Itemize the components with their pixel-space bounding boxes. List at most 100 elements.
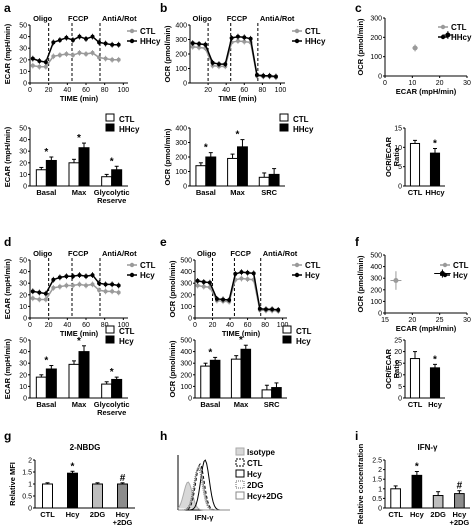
x-tick-label: 60 xyxy=(244,322,252,329)
panel-label-c: c xyxy=(355,1,362,15)
panel-label-a: a xyxy=(4,1,11,15)
legend-swatch xyxy=(105,325,115,334)
y-tick-label: 20 xyxy=(19,160,27,167)
category-label-line: Hcy xyxy=(428,400,443,409)
data-point xyxy=(239,270,244,275)
chart-e_top: Oligo FCCP AntiA/Rot 0 100 200 300 400 500 0 20 40 6… xyxy=(168,249,321,338)
category-label: Basal xyxy=(196,188,216,197)
category-label-line: CTL xyxy=(408,400,423,409)
data-point xyxy=(110,289,115,294)
injection-label: FCCP xyxy=(230,249,250,258)
bar-ctl xyxy=(35,376,47,399)
data-point xyxy=(77,34,82,39)
category-label-line: Basal xyxy=(196,188,216,197)
legend-label: CTL xyxy=(140,27,156,36)
y-tick-label: 10 xyxy=(19,384,27,391)
bar-ctl xyxy=(230,358,242,399)
data-point xyxy=(37,290,42,295)
data-point xyxy=(116,283,121,288)
bar-value xyxy=(454,493,465,509)
category-label-line: Basal xyxy=(36,400,56,409)
y-tick-label: 500 xyxy=(370,253,382,260)
y-tick-label: 200 xyxy=(180,292,192,299)
y-tick-label: 20 xyxy=(19,372,27,379)
y-axis-label-line: OCR (pmol/min) xyxy=(356,255,365,313)
legend-swatch xyxy=(282,335,292,344)
category-label: Glycolytic Reserve xyxy=(94,188,130,205)
data-point xyxy=(84,36,88,41)
chart-f_top: 0 100 200 300 400 500 15 20 25 30 OCR (pmol/min) EC… xyxy=(356,253,471,334)
panel-label-e: e xyxy=(160,235,167,249)
y-axis-label: OCR (pmol/min) xyxy=(356,255,365,313)
y-tick-label: 400 xyxy=(175,23,187,30)
bar-hcy xyxy=(240,348,252,399)
significance-star: * xyxy=(239,335,243,346)
data-point xyxy=(43,60,48,65)
x-tick-label: 30 xyxy=(463,80,471,87)
data-point xyxy=(103,41,108,46)
category-label: SRC xyxy=(261,188,277,197)
category-label: CTL xyxy=(40,510,55,519)
data-point xyxy=(195,278,200,283)
y-tick-label: 1.5 xyxy=(372,477,382,484)
y-tick-label: 500 xyxy=(180,338,192,345)
category-label: Hcy xyxy=(410,510,425,519)
y-tick-label: 0 xyxy=(378,311,382,318)
legend-marker xyxy=(129,272,135,278)
data-point xyxy=(214,296,219,301)
y-tick-label: 400 xyxy=(370,264,382,271)
injection-label: FCCP xyxy=(227,14,247,23)
panel-label-f: f xyxy=(355,235,360,249)
data-point xyxy=(210,60,215,65)
data-point xyxy=(190,41,195,46)
y-tick-label: 0.5 xyxy=(22,494,32,501)
y-tick-label: 50 xyxy=(19,258,27,265)
y-axis-label-line: OCR (pmol/min) xyxy=(163,128,172,186)
category-label: CTL xyxy=(408,400,423,409)
y-tick-label: 0 xyxy=(183,81,187,88)
y-tick-label: 200 xyxy=(180,372,192,379)
y-tick-label: 1 xyxy=(378,486,382,493)
category-label-line: Max xyxy=(230,188,245,197)
y-tick-label: 0 xyxy=(188,396,192,403)
y-tick-label: 0 xyxy=(28,506,32,513)
y-axis-label: OCR (pmol/min) xyxy=(168,340,177,398)
data-point xyxy=(90,273,95,278)
chart-h: IFN-γ Isotype CTL Hcy 2DG Hcy+2DG xyxy=(177,447,283,522)
y-tick-label: 300 xyxy=(175,140,187,147)
category-label-line: CTL xyxy=(40,510,55,519)
x-tick-label: 100 xyxy=(117,322,129,329)
y-axis-label: Relative concentration xyxy=(356,443,365,524)
category-label: HHcy xyxy=(425,188,445,197)
data-point xyxy=(37,297,42,302)
y-tick-label: 10 xyxy=(19,69,27,76)
legend-label: Hcy xyxy=(305,271,320,280)
bar-ctl xyxy=(258,176,270,187)
injection-label: AntiA/Rot xyxy=(102,249,137,258)
y-tick-label: 10 xyxy=(19,172,27,179)
legend-marker xyxy=(440,24,446,30)
legend-swatch xyxy=(105,123,115,132)
data-point xyxy=(261,73,266,78)
category-label: Hcy xyxy=(428,400,443,409)
x-tick-label: 80 xyxy=(258,87,266,94)
data-point xyxy=(223,62,228,67)
bar-value xyxy=(67,472,78,509)
data-point xyxy=(70,38,75,43)
y-tick-label: 30 xyxy=(19,149,27,156)
y-tick-label: 40 xyxy=(19,349,27,356)
significance-star: * xyxy=(236,130,240,141)
legend-label: Hcy xyxy=(296,337,311,346)
x-tick-label: 0 xyxy=(28,322,32,329)
legend-marker xyxy=(442,272,448,278)
category-label-line: HHcy xyxy=(425,188,445,197)
legend-label: HHcy xyxy=(140,37,161,46)
category-label-line: Glycolytic xyxy=(94,400,130,409)
y-axis-label: OCR (pmol/min) xyxy=(356,18,365,76)
legend-label: CTL xyxy=(119,115,135,124)
y-tick-label: 300 xyxy=(180,281,192,288)
y-tick-label: 0 xyxy=(398,184,402,191)
legend-label: HHcy xyxy=(305,37,326,46)
category-label-line: Basal xyxy=(200,400,220,409)
